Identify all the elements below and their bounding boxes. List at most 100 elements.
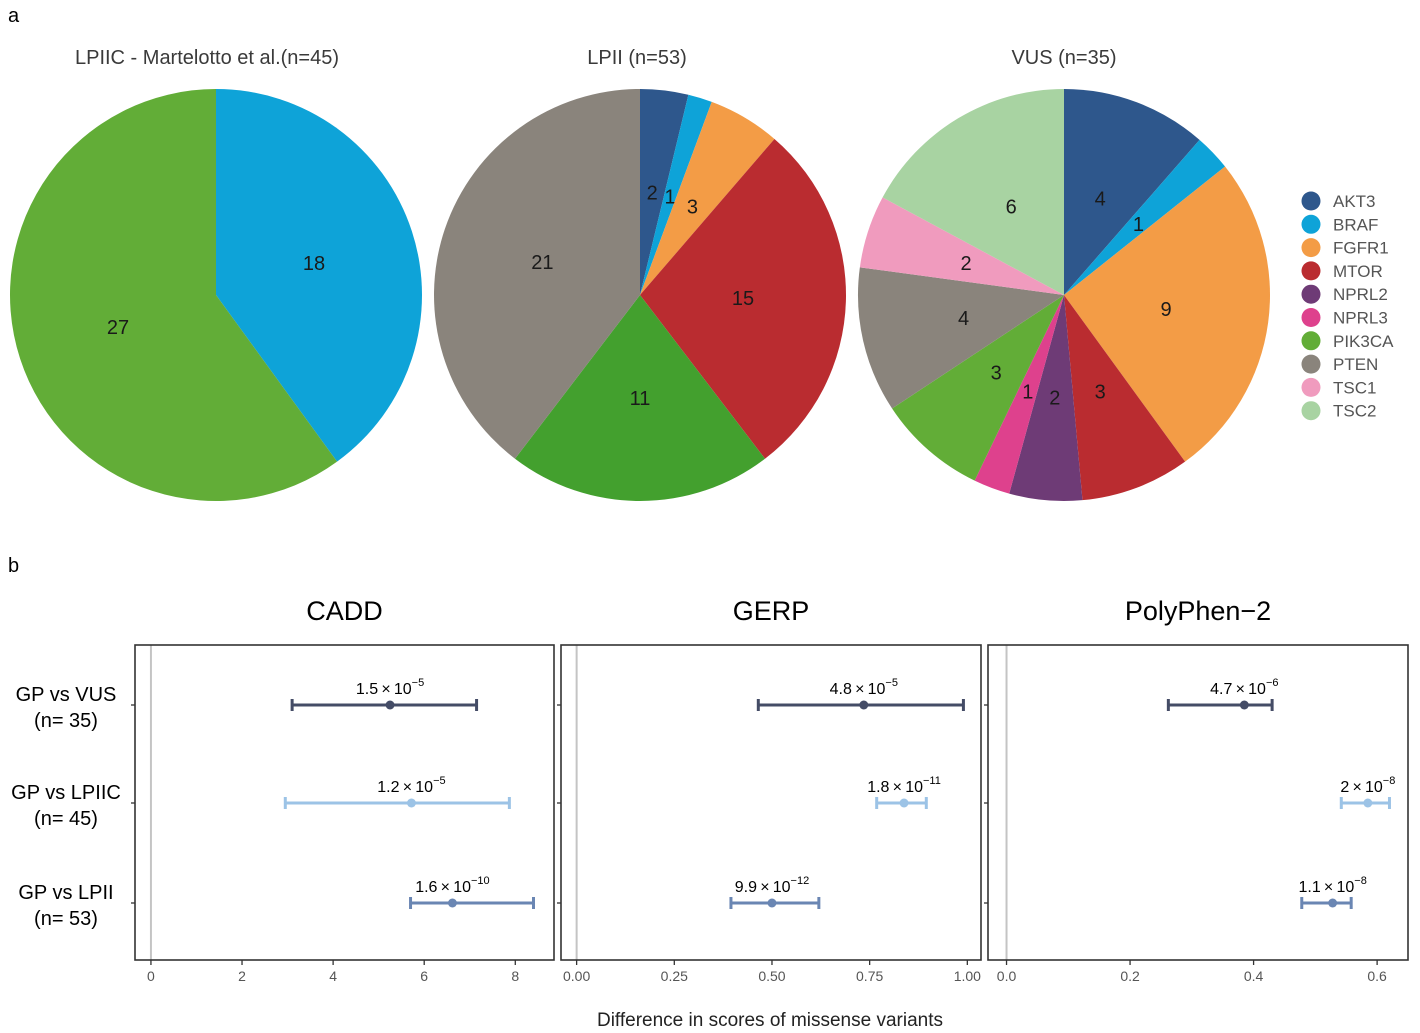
pie-slice-akt3 [640,89,689,295]
legend-item-nprl2: NPRL2 [1301,284,1388,304]
p-value-label: 4.7 × 10−6 [1210,677,1278,698]
pie-chart-1: LPIIC - Martelotto et al.(n=45) 18 27 [9,47,422,501]
legend-label: TSC1 [1333,378,1376,397]
times-ten: × 10 [378,681,412,698]
legend-label: NPRL3 [1333,309,1388,328]
legend-item-pik3ca: PIK3CA [1301,331,1394,351]
slice-label-pten: 21 [531,252,553,274]
slice-label-braf: 18 [303,253,325,275]
p-exponent: −5 [433,775,446,787]
legend-item-fgfr1: FGFR1 [1301,238,1389,258]
times-ten: × 10 [889,779,923,796]
pie-slice-braf [1064,139,1226,295]
p-mantissa: 4.8 [830,681,852,698]
legend-label: TSC2 [1333,402,1376,421]
legend-swatch [1301,284,1321,304]
p-mantissa: 1.2 [377,779,399,796]
x-tick-label: 0.6 [1367,968,1387,984]
times-ten: × 10 [1349,779,1383,796]
pie-slice-akt3 [1064,89,1200,295]
facet-title: CADD [306,596,383,626]
p-mantissa: 1.6 [415,879,437,896]
pie-slice-braf [216,89,422,462]
x-tick-label: 8 [511,968,519,984]
legend-swatch [1301,354,1321,374]
pie-slice-fgfr1 [640,101,775,295]
legend-swatch [1301,191,1321,211]
p-value-label: 2 × 10−8 [1340,775,1395,796]
slice-label-pik3ca: 3 [991,363,1002,385]
point-range-vus: 4.7 × 10−6 [1166,677,1278,711]
p-value-label: 1.2 × 10−5 [377,775,445,796]
slice-label-nprl3: 1 [1022,381,1033,403]
x-tick-label: 0.25 [661,968,688,984]
slice-label-akt3: 2 [647,183,658,205]
gene-legend: AKT3 BRAF FGFR1 MTOR NPRL2 NPRL3 PIK3CA PTEN TSC… [1301,191,1394,421]
p-exponent: −5 [412,677,425,689]
point-range-lpiic: 1.8 × 10−11 [867,775,941,809]
legend-item-pten: PTEN [1301,354,1378,374]
times-ten: × 10 [757,879,791,896]
row-label-line1: GP vs LPII [18,882,113,904]
times-ten: × 10 [400,779,434,796]
slice-label-pten: 4 [958,308,969,330]
p-exponent: −11 [923,775,941,787]
row-label-line1: GP vs VUS [16,684,117,706]
p-exponent: −8 [1354,875,1367,887]
x-tick-label: 0.2 [1120,968,1140,984]
point-range-lpiic: 2 × 10−8 [1339,775,1395,809]
slice-label-nprl2: 2 [1049,388,1060,410]
x-tick-label: 6 [420,968,428,984]
legend-item-braf: BRAF [1301,214,1378,234]
p-mantissa: 1.5 [356,681,378,698]
point-estimate [406,798,416,808]
point-estimate [447,898,457,908]
x-axis-title: Difference in scores of missense variant… [597,1010,943,1031]
legend-item-mtor: MTOR [1301,261,1383,281]
p-exponent: −8 [1383,775,1396,787]
pie-title: LPIIC - Martelotto et al.(n=45) [75,47,339,69]
pie-slice-mtor [640,138,847,459]
legend-item-tsc1: TSC1 [1301,377,1376,397]
point-estimate [767,898,777,908]
p-value-label: 1.5 × 10−5 [356,677,424,698]
row-label-line2: (n= 53) [34,908,98,930]
point-range-vus: 1.5 × 10−5 [290,677,479,711]
p-mantissa: 2 [1340,779,1349,796]
pie-charts: LPIIC - Martelotto et al.(n=45) 18 27 LPII … [9,47,1271,502]
point-range-lpii: 9.9 × 10−12 [729,875,821,909]
point-estimate [1363,798,1373,808]
facet-title: PolyPhen−2 [1125,596,1271,626]
pie-slice-pten [857,267,1064,409]
times-ten: × 10 [437,879,471,896]
p-exponent: −6 [1266,677,1279,689]
x-tick-label: 0.4 [1244,968,1264,984]
point-range-lpii: 1.1 × 10−8 [1298,875,1367,909]
pie-slice-tsc1 [859,197,1064,295]
slice-label-tsc1: 2 [960,253,971,275]
p-exponent: −5 [885,677,898,689]
x-tick-label: 0.0 [997,968,1017,984]
p-value-label: 1.1 × 10−8 [1298,875,1366,896]
panel-label-a: a [8,5,20,27]
pie-slice-fgfr1 [1064,166,1271,462]
pie-slice-pik3ca [9,89,338,501]
p-value-label: 4.8 × 10−5 [830,677,898,698]
point-estimate [859,700,869,710]
row-label-lpii: GP vs LPII (n= 53) [18,882,113,930]
legend-swatch [1301,377,1321,397]
pie-title: VUS (n=35) [1011,47,1116,69]
legend-item-nprl3: NPRL3 [1301,308,1388,328]
pie-title: LPII (n=53) [587,47,687,69]
x-tick-label: 2 [238,968,246,984]
x-tick-label: 4 [329,968,337,984]
legend-swatch [1301,331,1321,351]
point-range-vus: 4.8 × 10−5 [756,677,965,711]
legend-swatch [1301,214,1321,234]
legend-label: PIK3CA [1333,332,1394,351]
times-ten: × 10 [1321,879,1355,896]
row-label-line1: GP vs LPIIC [11,782,121,804]
